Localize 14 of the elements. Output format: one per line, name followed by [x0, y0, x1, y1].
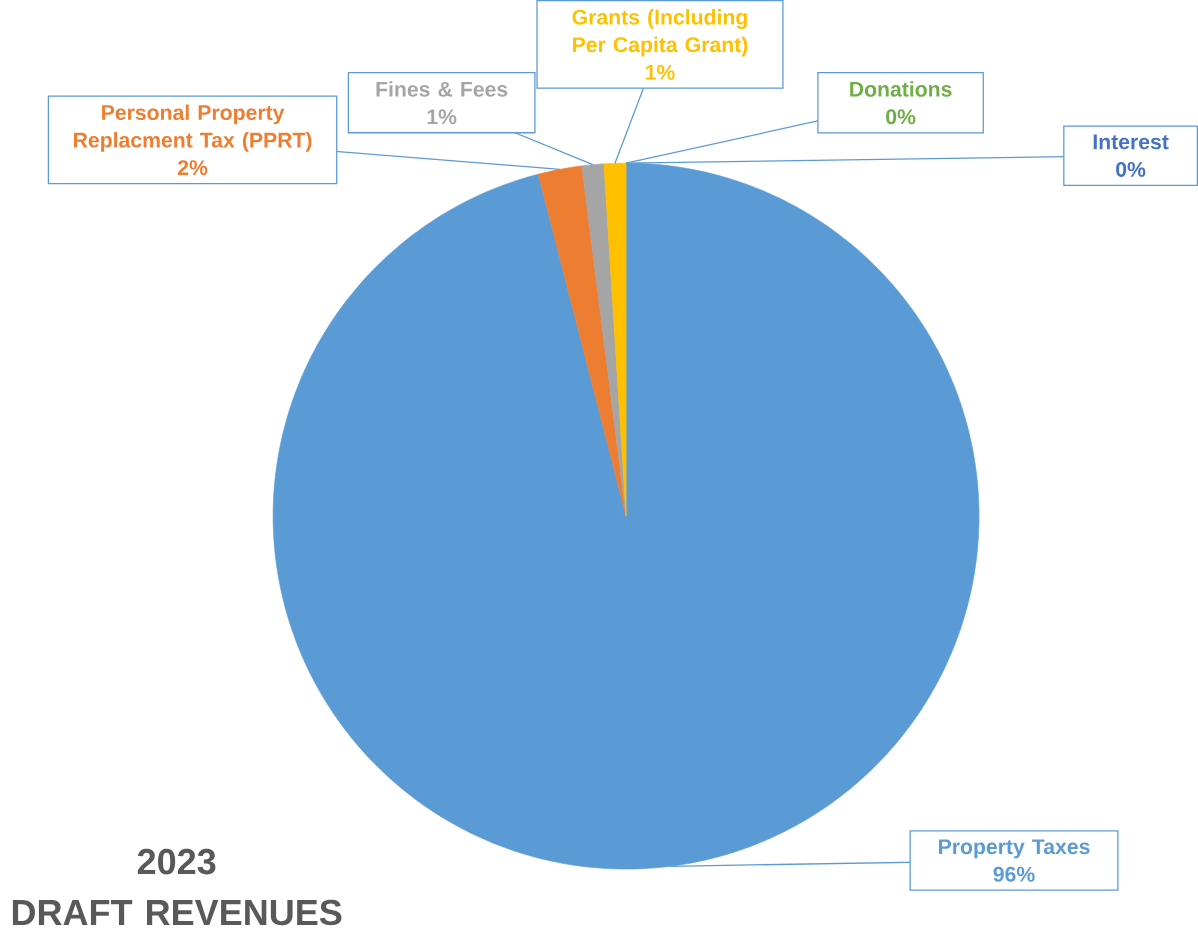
data-label: 1% — [646, 64, 675, 80]
slice-label: Property Taxes — [939, 839, 1090, 859]
text: 0% — [1116, 161, 1146, 177]
slice-label: Grants (Including Per Capita Grant) — [572, 8, 748, 57]
slice-label: Fines & Fees — [376, 81, 508, 97]
slice-label: Personal Property Replacment Tax (PPRT) — [74, 104, 312, 152]
text: 2023 — [137, 848, 216, 875]
data-label: 2% — [177, 160, 208, 175]
text: DRAFT REVENUES — [12, 899, 342, 926]
category-label: Donations — [850, 81, 952, 97]
data-label: 96% — [993, 866, 1035, 882]
text: 0% — [886, 109, 916, 125]
data-label: 1% — [427, 109, 457, 125]
category-label: Interest — [1093, 134, 1169, 150]
